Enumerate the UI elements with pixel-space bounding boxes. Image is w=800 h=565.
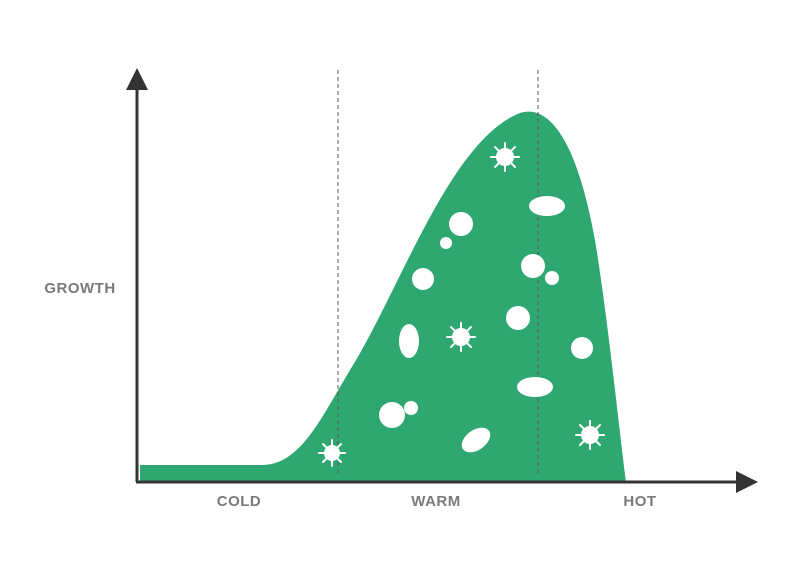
growth-curve-area — [140, 111, 626, 482]
y-axis-arrow — [126, 68, 148, 90]
x-axis-label: COLD — [217, 493, 262, 510]
microbes — [318, 142, 605, 467]
x-axis-label: HOT — [623, 493, 656, 510]
x-axis-arrow — [736, 471, 758, 493]
y-axis-label: GROWTH — [44, 280, 115, 297]
x-axis-label: WARM — [411, 493, 461, 510]
